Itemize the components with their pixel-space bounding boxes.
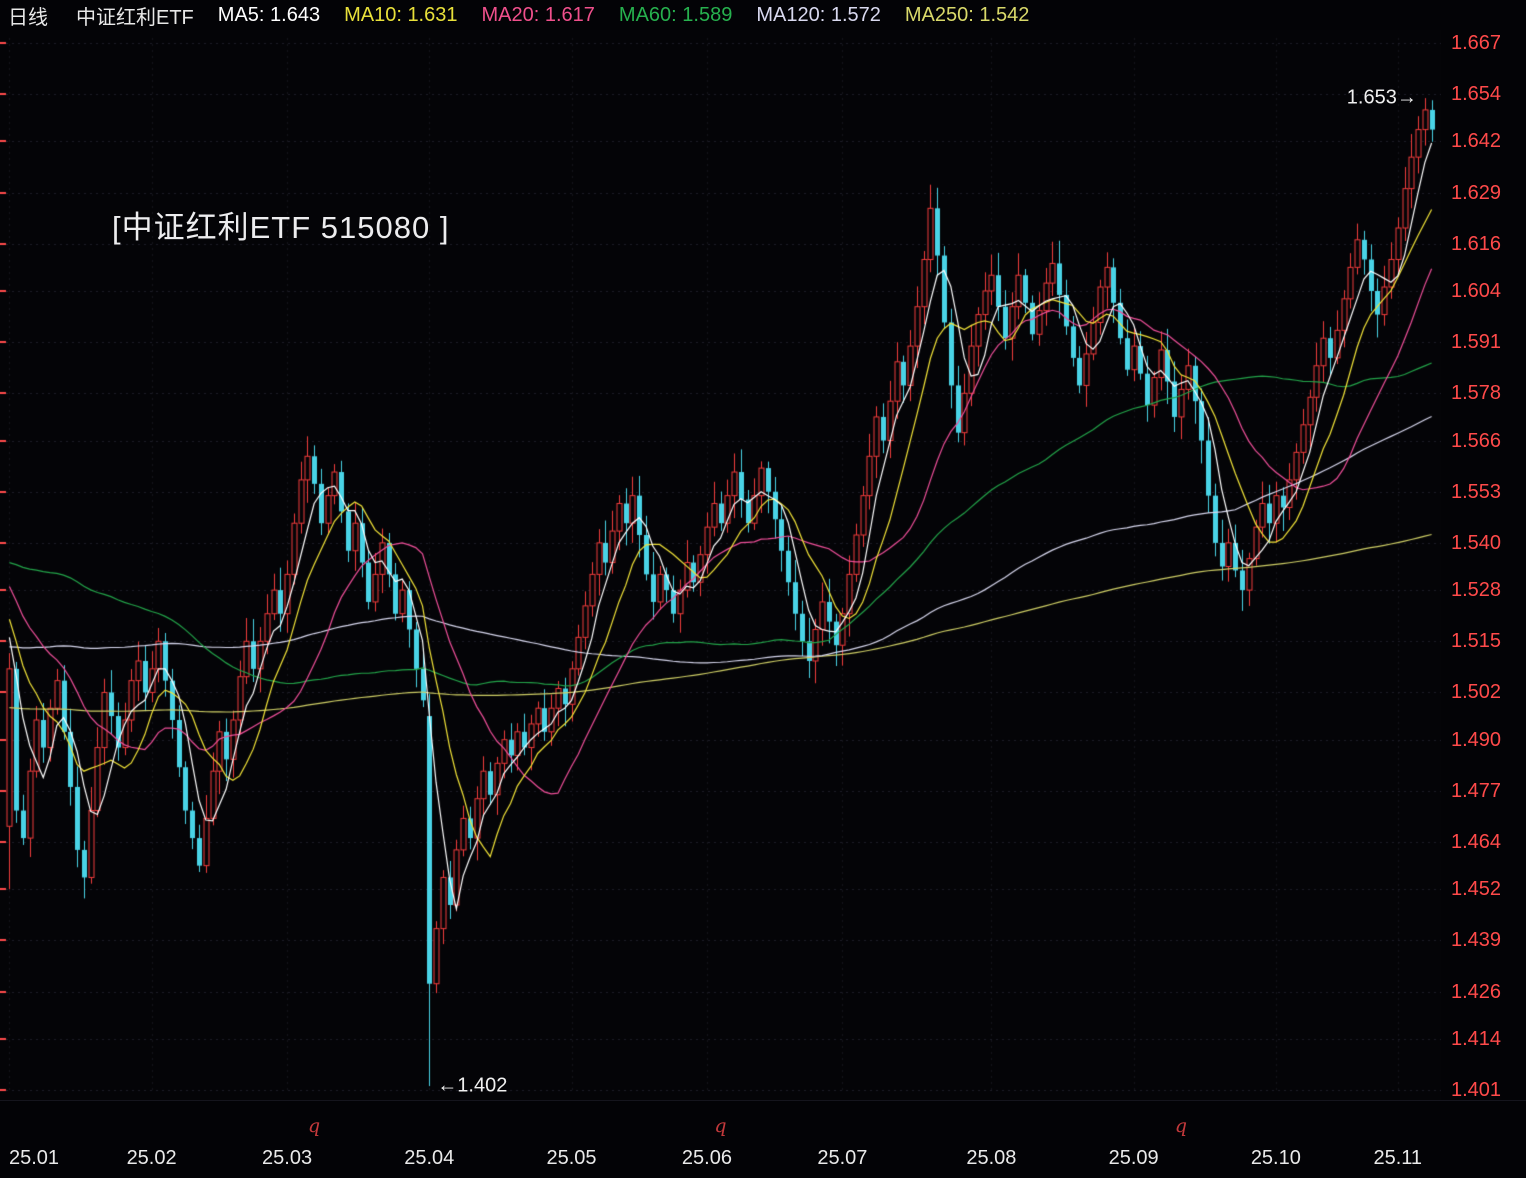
dividend-marker[interactable]: q xyxy=(714,1115,727,1137)
time-axis-label: 25.08 xyxy=(966,1147,1017,1169)
ma-legend-item: MA60: 1.589 xyxy=(618,3,733,26)
price-axis-label: 1.502 xyxy=(1451,681,1502,704)
price-axis: 1.667 1.654 1.642 1.629 1.616 1.604 1.591 1.578… xyxy=(1441,30,1526,1101)
time-axis-label: 25.06 xyxy=(681,1147,732,1169)
ma-legend-item: MA250: 1.542 xyxy=(904,3,1030,26)
price-axis-label: 1.414 xyxy=(1451,1027,1502,1050)
chart-header: 日线 中证红利ETF MA5: 1.643 MA10: 1.631 MA20: 1.… xyxy=(0,0,1526,30)
time-axis-label: 25.07 xyxy=(817,1147,868,1169)
price-axis-label: 1.654 xyxy=(1451,83,1502,106)
price-axis-label: 1.591 xyxy=(1451,331,1502,354)
price-axis-label: 1.439 xyxy=(1451,929,1502,952)
dividend-marker[interactable]: q xyxy=(308,1115,321,1137)
plot-area: [中证红利ETF 515080 ] 1.653→ ←1.402 xyxy=(0,30,1441,1100)
ma-legend-item: MA5: 1.643 xyxy=(217,3,321,26)
price-axis-label: 1.667 xyxy=(1451,32,1502,54)
price-axis-label: 1.515 xyxy=(1451,630,1502,653)
ma-legend-item: MA20: 1.617 xyxy=(481,3,595,26)
time-axis: q q q 25.01 25.02 25.03 25.04 25.05 25.06 25.07 25… xyxy=(0,1100,1526,1178)
time-axis-label: 25.04 xyxy=(404,1147,455,1169)
time-axis-label: 25.10 xyxy=(1250,1147,1301,1169)
price-axis-label: 1.426 xyxy=(1451,980,1502,1003)
price-axis-label: 1.604 xyxy=(1451,279,1502,302)
time-axis-label: 25.11 xyxy=(1373,1147,1423,1169)
price-axis-label: 1.401 xyxy=(1451,1079,1502,1101)
price-axis-label: 1.629 xyxy=(1451,181,1502,204)
price-axis-label: 1.566 xyxy=(1451,429,1502,452)
price-axis-label: 1.540 xyxy=(1451,531,1502,554)
price-axis-label: 1.452 xyxy=(1451,878,1502,901)
price-axis-label: 1.464 xyxy=(1451,831,1502,854)
time-axis-label: 25.09 xyxy=(1108,1147,1159,1169)
price-axis-label: 1.490 xyxy=(1451,728,1502,751)
dividend-marker[interactable]: q xyxy=(1174,1115,1188,1137)
price-chart-canvas[interactable] xyxy=(0,30,1441,1100)
ma-legend-item: MA10: 1.631 xyxy=(344,3,458,26)
instrument-name: 中证红利ETF xyxy=(76,6,194,29)
price-axis-label: 1.578 xyxy=(1451,382,1502,405)
annotation-low: ←1.402 xyxy=(437,1074,508,1097)
time-axis-label: 25.03 xyxy=(262,1147,313,1169)
period-label: 日线 xyxy=(8,6,48,29)
price-axis-label: 1.642 xyxy=(1451,130,1502,153)
price-axis-label: 1.553 xyxy=(1451,480,1502,503)
price-axis-label: 1.477 xyxy=(1451,779,1502,802)
annotation-high: 1.653→ xyxy=(1346,86,1417,109)
ma-legend-item: MA120: 1.572 xyxy=(756,3,881,26)
ma-legend: MA5: 1.643 MA10: 1.631 MA20: 1.617 MA60: 1.… xyxy=(218,4,1030,27)
time-axis-label: 25.05 xyxy=(546,1147,597,1169)
price-axis-label: 1.528 xyxy=(1451,579,1502,602)
chart-main: [中证红利ETF 515080 ] 1.653→ ←1.402 1.667 1.6… xyxy=(0,30,1526,1101)
time-axis-label: 25.02 xyxy=(126,1147,177,1169)
instrument-watermark: [中证红利ETF 515080 ] xyxy=(112,210,450,245)
price-axis-label: 1.616 xyxy=(1451,232,1502,255)
time-axis-label: 25.01 xyxy=(8,1147,60,1169)
